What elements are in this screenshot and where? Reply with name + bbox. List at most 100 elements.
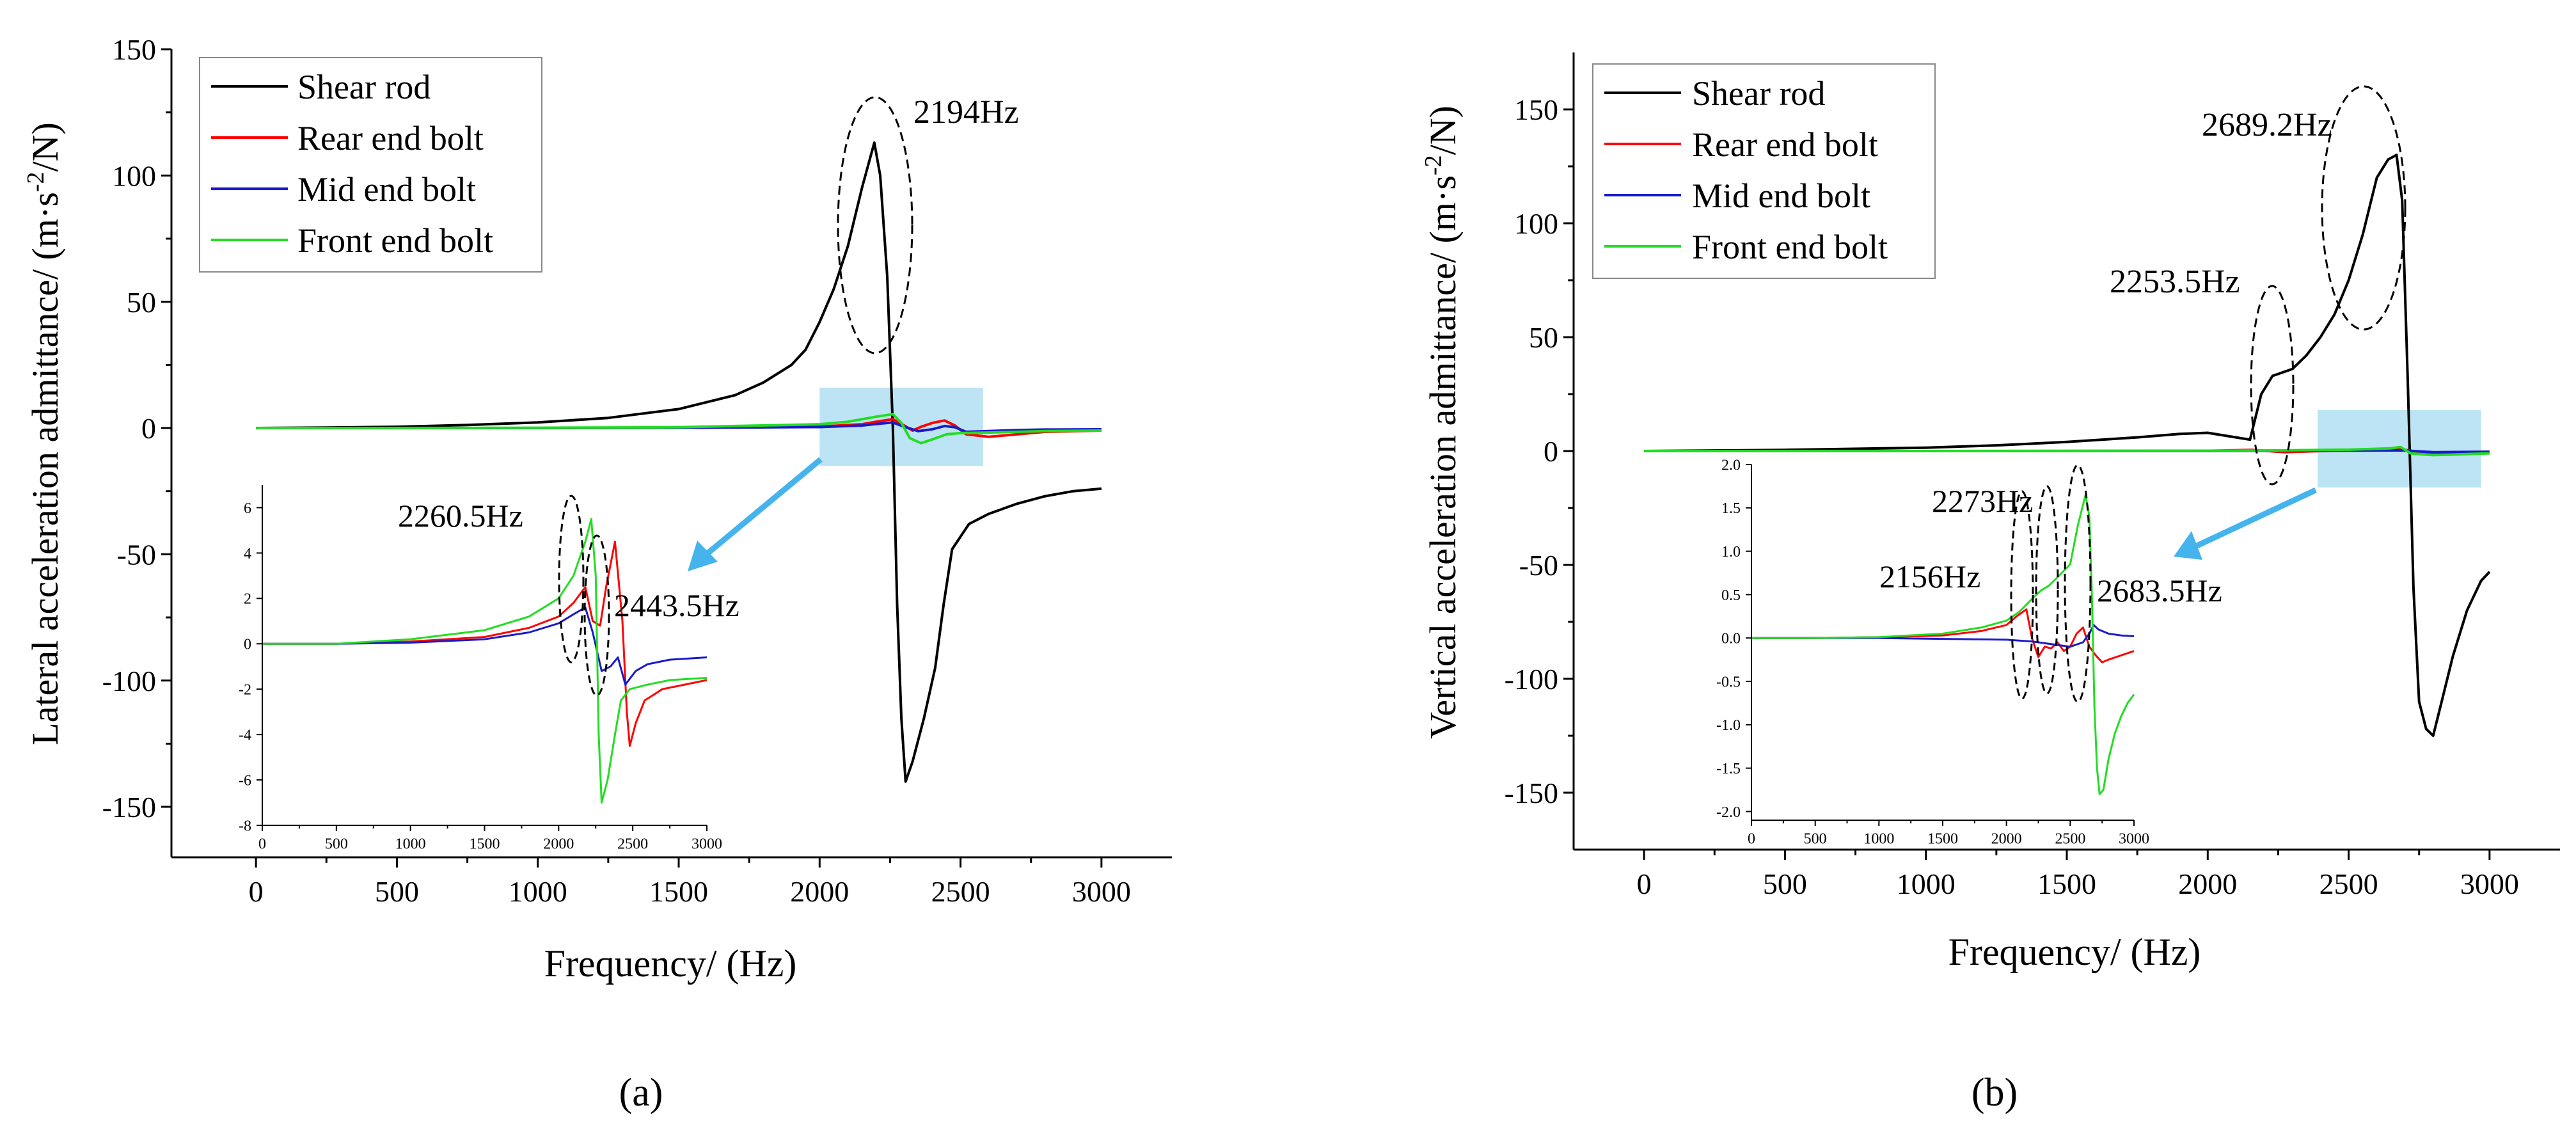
chart-b-ylabel: Vertical acceleration admittance/ (m·s-2… <box>1420 106 1464 739</box>
chart-b-inset-ytick-label: 1.0 <box>1721 544 1741 560</box>
legend-a-label-mid-end-bolt: Mid end bolt <box>297 170 476 209</box>
chart-a-ylabel: Lateral acceleration admittance/ (m·s-2/… <box>22 122 66 745</box>
chart-b-ylabel-main: Vertical acceleration admittance/ (m·s <box>1422 175 1464 739</box>
chart-a-xtick-label: 3000 <box>1072 875 1131 908</box>
legend-b-label-front-end-bolt: Front end bolt <box>1692 228 1888 266</box>
chart-a-peak-ellipse <box>837 96 913 354</box>
chart-a-inset-line-mid-end-bolt <box>262 607 707 686</box>
annotation-2443-5hz: 2443.5Hz <box>614 587 739 623</box>
chart-b-xtick-label: 1000 <box>1897 868 1956 900</box>
chart-b-inset-ytick-label: 2.0 <box>1721 457 1741 473</box>
chart-a-inset-ytick-label: 6 <box>244 500 251 517</box>
chart-b-inset-xtick-label: 0 <box>1748 831 1755 848</box>
chart-a-ylabel-main: Lateral acceleration admittance/ (m·s <box>24 192 66 745</box>
chart-b: -150 -100 -50 0 50 100 150 0 500 1000 1500 2000 250… <box>1420 52 2560 1114</box>
chart-a-inset-ytick-labels: -8 -6 -4 -2 0 2 4 6 <box>239 500 251 835</box>
chart-a-inset-ellipse-1 <box>558 495 585 663</box>
chart-b-inset-ytick-label: -0.5 <box>1716 674 1741 690</box>
chart-b-peak-ellipse-1 <box>2321 85 2406 331</box>
chart-b-inset-xtick-label: 3000 <box>2119 831 2149 848</box>
chart-b-xtick-label: 1500 <box>2037 868 2096 900</box>
chart-a-xlabel: Frequency/ (Hz) <box>544 942 797 985</box>
chart-a-zoom-arrowhead <box>688 541 718 571</box>
annotation-2156hz: 2156Hz <box>1879 559 1980 594</box>
chart-b-ytick-label: 150 <box>1514 93 1558 126</box>
annotation-2260-5hz: 2260.5Hz <box>398 498 523 534</box>
chart-b-peak-ellipse-2 <box>2250 285 2295 486</box>
chart-a-inset-line-rear-end-bolt <box>262 541 707 747</box>
chart-a-inset-ytick-label: -8 <box>239 818 251 834</box>
legend-a-label-front-end-bolt: Front end bolt <box>297 221 493 260</box>
chart-b-inset-xtick-label: 500 <box>1804 831 1827 848</box>
chart-a-inset-xtick-label: 2500 <box>617 836 648 853</box>
chart-b-xtick-label: 2000 <box>2178 868 2237 900</box>
chart-b-series-group <box>1644 154 2491 737</box>
chart-a-inset-ytick-label: 2 <box>244 591 251 608</box>
chart-a-ytick-labels: -150 -100 -50 0 50 100 150 <box>102 33 156 823</box>
chart-b-legend: Shear rod Rear end bolt Mid end bolt Fro… <box>1592 63 1936 279</box>
panel-label-b: (b) <box>1972 1071 2018 1114</box>
annotation-2273hz: 2273Hz <box>1932 483 2033 519</box>
annotation-2253-5hz: 2253.5Hz <box>2110 264 2240 300</box>
chart-b-inset-xtick-labels: 0 500 1000 1500 2000 2500 3000 <box>1748 831 2149 848</box>
chart-a-inset-ytick-label: 0 <box>244 637 251 653</box>
chart-a-inset-series-group <box>262 518 707 804</box>
chart-a-inset-line-front-end-bolt <box>262 518 707 804</box>
chart-b-inset-line-mid-end-bolt <box>1751 624 2135 648</box>
chart-a-ylabel-sup: -2 <box>22 171 49 192</box>
chart-b-zoom-arrowhead <box>2174 531 2202 560</box>
chart-b-ytick-label: -100 <box>1505 663 1558 695</box>
chart-a-xtick-label: 2000 <box>790 875 849 908</box>
chart-b-inset-xtick-label: 2500 <box>2055 831 2085 848</box>
chart-a-xtick-label: 1500 <box>649 875 708 908</box>
chart-b-inset-axes <box>1746 464 2135 826</box>
chart-a-inset: -8 -6 -4 -2 0 2 4 6 0 500 1000 1500 2000 2500 3000 22… <box>239 485 739 853</box>
chart-b-xtick-label: 3000 <box>2460 868 2519 900</box>
legend-b-label-rear-end-bolt: Rear end bolt <box>1692 125 1878 164</box>
chart-b-inset-xtick-label: 1500 <box>1927 831 1958 848</box>
chart-b-ytick-label: 0 <box>1544 435 1558 468</box>
legend-b-label-shear-rod: Shear rod <box>1692 74 1825 113</box>
chart-a-inset-xtick-label: 1000 <box>395 836 426 853</box>
chart-b-ytick-label: -50 <box>1519 549 1558 582</box>
chart-b-ytick-labels: -150 -100 -50 0 50 100 150 <box>1505 93 1558 809</box>
chart-a-ytick-label: -100 <box>102 665 156 697</box>
chart-a-ytick-label: 0 <box>141 412 156 445</box>
legend-a-label-shear-rod: Shear rod <box>297 68 431 106</box>
chart-a-line-front-end-bolt <box>256 413 1102 445</box>
chart-b-xtick-label: 500 <box>1763 868 1807 900</box>
chart-b-legend-frame <box>1592 63 1936 279</box>
annotation-2194hz: 2194Hz <box>913 94 1019 131</box>
chart-a-xtick-label: 500 <box>375 875 419 908</box>
annotation-2683-5hz: 2683.5Hz <box>2097 573 2222 608</box>
chart-b-inset-xtick-label: 1000 <box>1863 831 1894 848</box>
chart-b-inset-series-group <box>1751 494 2135 795</box>
chart-b-inset-ytick-label: 1.5 <box>1721 500 1741 517</box>
chart-b-ylabel-sup: -2 <box>1420 155 1447 175</box>
panel-label-a: (a) <box>619 1071 663 1114</box>
chart-b-ytick-label: 100 <box>1514 207 1558 240</box>
chart-b-inset-ytick-label: -2.0 <box>1716 804 1741 821</box>
chart-b-inset: -2.0 -1.5 -1.0 -0.5 0.0 0.5 1.0 1.5 2.0 0 500 1000… <box>1716 457 2222 847</box>
chart-b-inset-line-front-end-bolt <box>1751 494 2135 795</box>
chart-b-inset-ellipse-1 <box>2010 490 2034 700</box>
chart-b-ytick-label: 50 <box>1529 321 1558 354</box>
chart-a-ytick-label: 150 <box>112 33 156 66</box>
chart-a-xtick-labels: 0 500 1000 1500 2000 2500 3000 <box>249 875 1131 908</box>
chart-a-inset-ytick-label: 4 <box>244 546 251 562</box>
chart-b-xtick-label: 0 <box>1637 868 1652 900</box>
chart-a-ylabel-tail: /N) <box>24 122 66 171</box>
chart-a-zoom-arrow <box>702 457 823 559</box>
chart-b-inset-ellipse-3 <box>2064 464 2092 703</box>
chart-a-xtick-label: 0 <box>249 875 264 908</box>
chart-a-series-group <box>256 141 1102 783</box>
chart-b-inset-ytick-labels: -2.0 -1.5 -1.0 -0.5 0.0 0.5 1.0 1.5 2.0 <box>1716 457 1741 820</box>
chart-a-inset-xtick-label: 0 <box>258 836 266 853</box>
chart-b-inset-ytick-label: -1.0 <box>1716 717 1741 734</box>
chart-a-legend: Shear rod Rear end bolt Mid end bolt Fro… <box>199 57 542 273</box>
chart-a-inset-ytick-label: -2 <box>239 682 251 699</box>
chart-a-xtick-label: 2500 <box>931 875 990 908</box>
chart-a-inset-axes <box>257 485 707 831</box>
chart-a-ytick-label: 50 <box>127 286 156 319</box>
